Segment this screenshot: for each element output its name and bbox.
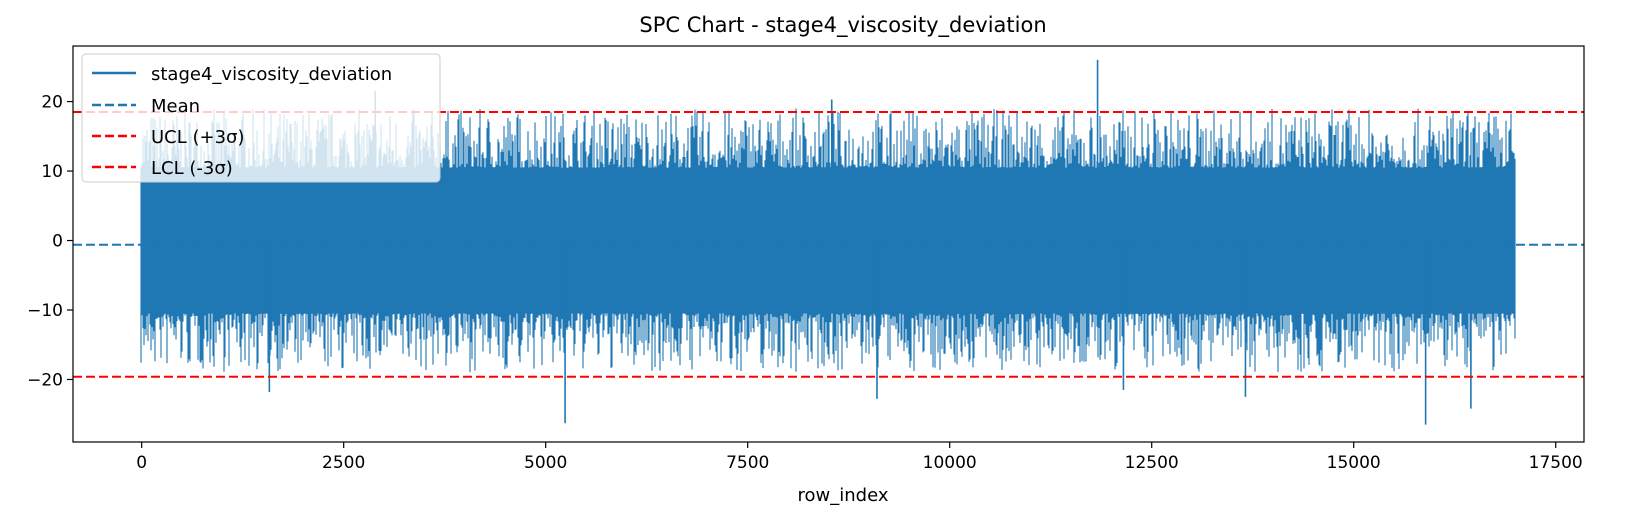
plot-frame xyxy=(72,45,1585,443)
legend-label-lcl: LCL (-3σ) xyxy=(151,158,233,179)
x-axis-label: row_index xyxy=(798,485,889,506)
x-axis-ticks: 0 2500 5000 7500 10000 12500 15000 17500 xyxy=(136,442,1583,473)
x-tick-label: 12500 xyxy=(1125,453,1179,473)
y-tick-label: 20 xyxy=(41,93,63,113)
x-tick-label: 2500 xyxy=(322,453,365,473)
x-tick-label: 5000 xyxy=(524,453,567,473)
legend-label-series: stage4_viscosity_deviation xyxy=(151,64,392,85)
series-noise xyxy=(140,108,1516,373)
series-layer xyxy=(140,59,1516,425)
y-tick-label: 0 xyxy=(52,232,63,252)
y-axis-ticks: −20 −10 0 10 20 xyxy=(27,93,73,390)
x-tick-label: 10000 xyxy=(923,453,977,473)
x-tick-label: 0 xyxy=(136,453,147,473)
y-tick-label: 10 xyxy=(41,162,63,182)
x-tick-label: 7500 xyxy=(726,453,769,473)
legend-box xyxy=(81,53,441,183)
legend-label-ucl: UCL (+3σ) xyxy=(151,127,244,148)
legend: stage4_viscosity_deviation Mean UCL (+3σ… xyxy=(81,53,441,183)
legend-label-mean: Mean xyxy=(151,96,200,117)
y-tick-label: −20 xyxy=(27,370,63,390)
y-tick-label: −10 xyxy=(27,301,63,321)
x-tick-label: 17500 xyxy=(1529,453,1583,473)
x-tick-label: 15000 xyxy=(1327,453,1381,473)
chart-title: SPC Chart - stage4_viscosity_deviation xyxy=(639,13,1046,38)
